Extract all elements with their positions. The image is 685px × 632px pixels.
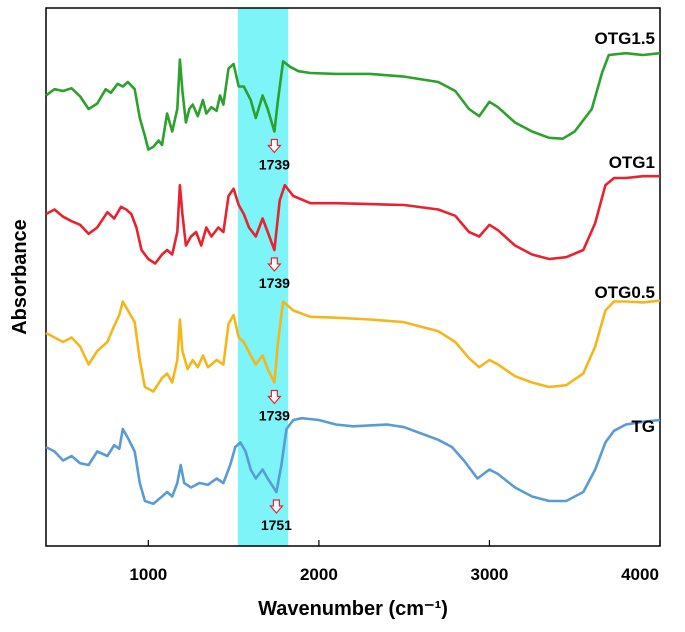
x-tick-label: 2000 <box>300 565 338 584</box>
x-tick-label: 1000 <box>129 565 167 584</box>
series-line-otg1 <box>45 174 660 265</box>
x-tick-label: 4000 <box>621 565 659 584</box>
y-axis-title: Absorbance <box>9 219 31 335</box>
series-line-otg1-5 <box>45 51 661 151</box>
down-arrow-icon <box>267 257 282 272</box>
peak-annotation-otg1: 1739 <box>259 275 290 291</box>
down-arrow-icon <box>267 389 282 405</box>
x-tick-layer: 1000 2000 3000 4000 <box>129 540 661 584</box>
peak-annotation-otg1-5: 1739 <box>259 157 290 173</box>
plot-frame <box>45 7 661 547</box>
down-arrow-icon <box>269 499 284 514</box>
series-label-otg1-5: OTG1.5 <box>595 29 655 48</box>
down-arrow-icon <box>267 138 282 154</box>
peak-annotation-otg0-5: 1739 <box>259 408 290 424</box>
series-label-otg0-5: OTG0.5 <box>595 283 655 302</box>
series-label-tg: TG <box>631 417 655 436</box>
annotation-layer: 1739 1739 1739 1751 <box>259 138 292 533</box>
peak-annotation-tg: 1751 <box>261 517 292 533</box>
x-axis-title: Wavenumber (cm⁻¹) <box>258 598 448 620</box>
x-tick-label: 3000 <box>471 565 509 584</box>
series-label-otg1: OTG1 <box>609 153 655 172</box>
series-line-tg <box>45 416 661 505</box>
series-line-otg0-5 <box>45 299 661 393</box>
series-layer: OTG1.5 OTG1 OTG0.5 TG <box>45 29 661 505</box>
